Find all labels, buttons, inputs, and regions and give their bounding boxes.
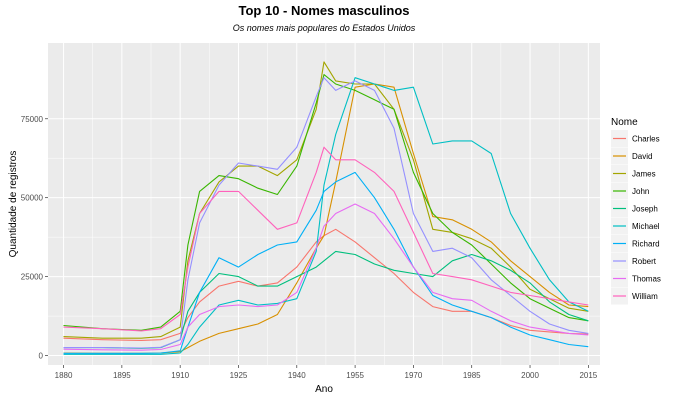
x-tick-label: 1940: [288, 371, 306, 380]
legend-label-david: David: [632, 152, 652, 161]
plot-background: [48, 43, 600, 365]
legend-label-joseph: Joseph: [632, 205, 658, 214]
y-tick-label: 25000: [21, 273, 44, 282]
chart-subtitle: Os nomes mais populares do Estados Unido…: [233, 23, 416, 33]
y-axis: 0 25000 50000 75000: [21, 115, 48, 361]
legend-label-michael: Michael: [632, 222, 660, 231]
series-line-joseph: [63, 250, 589, 349]
legend-label-thomas: Thomas: [632, 275, 661, 284]
x-tick-label: 1880: [55, 371, 73, 380]
x-tick-label: 1910: [171, 371, 189, 380]
x-axis-title: Ano: [315, 384, 333, 395]
y-tick-label: 75000: [21, 115, 44, 124]
legend-label-william: William: [632, 292, 658, 301]
x-tick-label: 1925: [230, 371, 248, 380]
legend-label-john: John: [632, 187, 649, 196]
series-line-john: [63, 74, 589, 331]
series-lines: [63, 61, 589, 355]
x-tick-label: 1895: [113, 371, 131, 380]
chart-title: Top 10 - Nomes masculinos: [239, 3, 410, 18]
legend-label-robert: Robert: [632, 257, 657, 266]
y-axis-title: Quantidade de registros: [8, 151, 19, 258]
legend-label-richard: Richard: [632, 240, 660, 249]
x-tick-label: 1955: [346, 371, 364, 380]
y-tick-label: 50000: [21, 194, 44, 203]
y-tick-label: 0: [39, 352, 44, 361]
series-line-david: [63, 83, 589, 354]
series-line-william: [63, 146, 589, 332]
legend-label-charles: Charles: [632, 135, 660, 144]
series-line-robert: [63, 77, 589, 349]
series-line-thomas: [63, 203, 589, 351]
legend: Nome Charles David James John Joseph Michael R…: [611, 117, 661, 305]
legend-label-james: James: [632, 170, 656, 179]
x-tick-label: 2015: [579, 371, 597, 380]
x-tick-label: 1985: [463, 371, 481, 380]
series-line-richard: [63, 171, 589, 354]
x-tick-label: 1970: [405, 371, 423, 380]
series-line-michael: [63, 77, 589, 355]
x-tick-label: 2000: [521, 371, 539, 380]
x-axis: 1880 1895 1910 1925 1940 1955 1970 1985 2000 2015: [55, 365, 598, 380]
legend-title: Nome: [611, 117, 638, 128]
